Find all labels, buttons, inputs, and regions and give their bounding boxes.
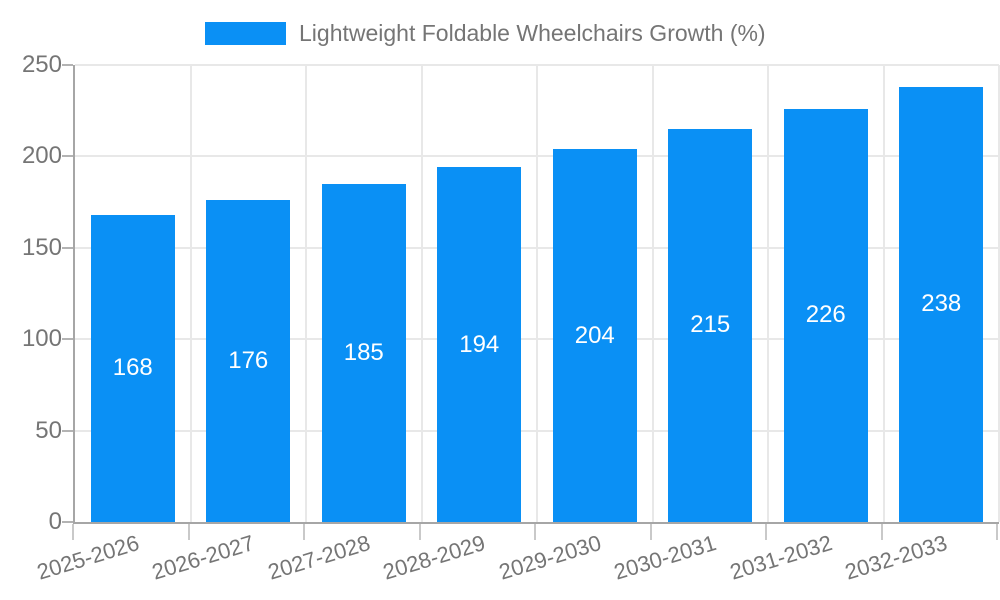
- gridline-v: [767, 65, 769, 522]
- bar-value-label: 194: [459, 330, 500, 358]
- y-axis-label: 100: [21, 325, 62, 353]
- y-axis-label: 0: [48, 508, 62, 535]
- x-tick: [418, 524, 421, 540]
- x-tick: [649, 524, 652, 540]
- y-tick: [62, 521, 73, 523]
- y-tick: [62, 64, 73, 66]
- y-tick: [62, 338, 73, 341]
- y-axis-label: 50: [35, 416, 62, 444]
- bar[interactable]: 185: [321, 183, 406, 522]
- gridline-v: [189, 65, 192, 522]
- x-tick: [534, 524, 536, 540]
- gridline-v: [536, 65, 538, 522]
- legend[interactable]: Lightweight Foldable Wheelchairs Growth …: [205, 20, 766, 46]
- x-tick: [880, 524, 883, 540]
- gridline-v: [420, 65, 423, 522]
- bar[interactable]: 168: [90, 214, 175, 522]
- gridline-v: [998, 65, 1000, 522]
- gridline-v: [882, 65, 885, 522]
- legend-label: Lightweight Foldable Wheelchairs Growth …: [299, 20, 766, 46]
- y-axis-label: 250: [21, 51, 62, 78]
- bar-value-label: 185: [343, 338, 384, 366]
- bar[interactable]: 204: [552, 149, 637, 522]
- x-tick: [187, 524, 190, 540]
- y-tick: [62, 246, 73, 249]
- bar-value-label: 204: [574, 321, 615, 349]
- bar[interactable]: 215: [668, 128, 753, 522]
- x-tick: [996, 524, 998, 540]
- bar-value-label: 176: [228, 347, 269, 375]
- bar-value-label: 226: [805, 301, 846, 329]
- bar-value-label: 215: [690, 311, 731, 339]
- bar-value-label: 168: [112, 354, 153, 382]
- gridline-v: [305, 65, 307, 522]
- bar[interactable]: 238: [899, 86, 984, 522]
- y-tick: [62, 429, 73, 432]
- x-tick: [765, 524, 767, 540]
- bar[interactable]: 194: [437, 167, 522, 522]
- y-axis-label: 200: [21, 142, 62, 170]
- legend-swatch[interactable]: [205, 21, 286, 45]
- plot-area: 168 176 185 194 204 215 226 238: [73, 64, 1000, 524]
- bar[interactable]: 226: [783, 108, 868, 522]
- y-axis-label: 150: [21, 233, 62, 261]
- x-tick: [72, 524, 74, 540]
- bar-value-label: 238: [921, 290, 962, 318]
- gridline-v: [651, 65, 654, 522]
- x-tick: [303, 524, 305, 540]
- y-tick: [62, 155, 73, 158]
- bar[interactable]: 176: [206, 200, 291, 522]
